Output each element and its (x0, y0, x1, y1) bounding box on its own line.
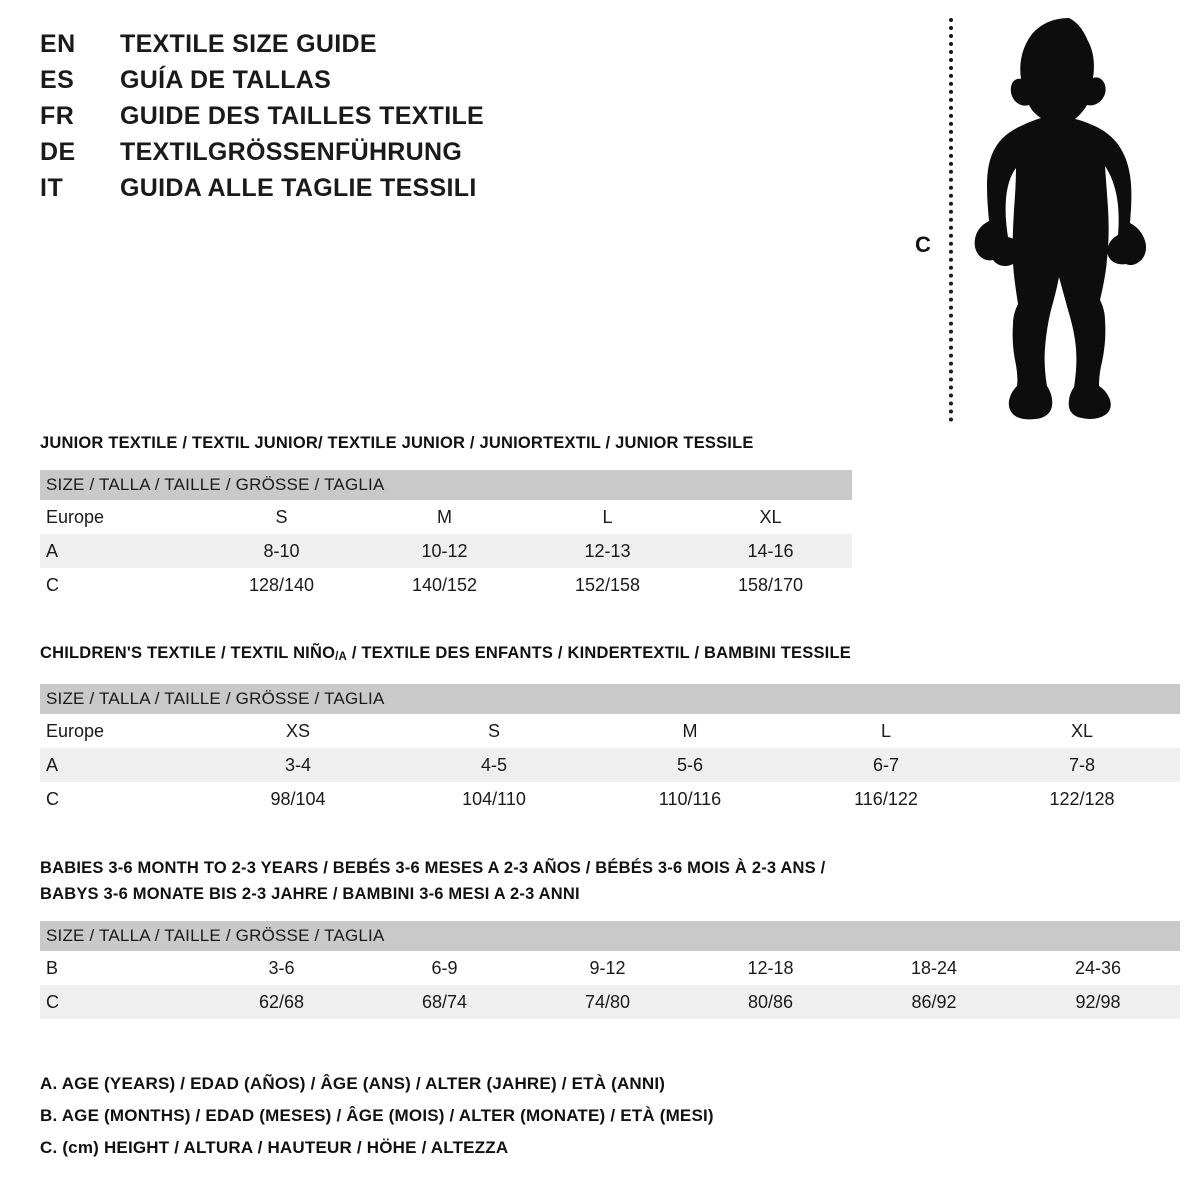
children-row-label-europe: Europe (46, 720, 105, 741)
table-row: B 3-6 6-9 9-12 12-18 18-24 24-36 (40, 951, 1180, 985)
section-heading-children-pre: CHILDREN'S TEXTILE / TEXTIL NIÑO (40, 644, 336, 662)
babies-c-col6: 92/98 (1075, 991, 1121, 1012)
language-row-fr: FR GUIDE DES TAILLES TEXTILE (40, 102, 640, 138)
children-europe-m: M (682, 720, 698, 741)
height-measurement-figure: C (905, 14, 1165, 424)
junior-a-xl: 14-16 (747, 540, 794, 561)
babies-b-col5: 18-24 (910, 957, 958, 978)
babies-row-label-c: C (46, 991, 59, 1012)
language-row-de: DE TEXTILGRÖSSENFÜHRUNG (40, 138, 640, 174)
language-title-it: GUIDA ALLE TAGLIE TESSILI (120, 174, 477, 202)
section-heading-babies-line1: BABIES 3-6 MONTH TO 2-3 YEARS / BEBÉS 3-… (40, 859, 826, 877)
table-row: C 62/68 68/74 74/80 80/86 86/92 92/98 (40, 985, 1181, 1019)
language-title-en: TEXTILE SIZE GUIDE (120, 30, 377, 58)
junior-c-l: 152/158 (574, 574, 641, 595)
babies-row-label-b: B (46, 957, 59, 978)
children-europe-l: L (880, 720, 891, 741)
junior-c-xl: 158/170 (737, 574, 804, 595)
junior-row-label-a: A (46, 540, 59, 561)
section-heading-children-post: / TEXTILE DES ENFANTS / KINDERTEXTIL / B… (347, 644, 851, 662)
babies-b-col4: 12-18 (747, 957, 794, 978)
children-table-band-row: SIZE / TALLA / TAILLE / GRÖSSE / TAGLIA (40, 684, 1181, 714)
junior-row-label-europe: Europe (46, 506, 105, 527)
junior-europe-m: M (437, 506, 452, 527)
section-heading-children: CHILDREN'S TEXTILE / TEXTIL NIÑO/A / TEX… (40, 640, 1180, 670)
section-junior-textile: JUNIOR TEXTILE / TEXTIL JUNIOR/ TEXTILE … (40, 430, 853, 602)
children-c-l: 116/122 (854, 788, 918, 809)
children-c-xs: 98/104 (270, 788, 326, 809)
babies-b-col2: 6-9 (431, 957, 458, 978)
table-row: Europe S M L XL (40, 500, 852, 534)
junior-europe-xl: XL (759, 506, 782, 527)
children-europe-xl: XL (1071, 720, 1094, 741)
table-row: C 98/104 104/110 110/116 116/122 122/128 (40, 782, 1180, 816)
babies-table-band-row: SIZE / TALLA / TAILLE / GRÖSSE / TAGLIA (40, 921, 1181, 951)
children-c-xl: 122/128 (1049, 788, 1115, 809)
language-row-en: EN TEXTILE SIZE GUIDE (40, 30, 640, 66)
table-row: Europe XS S M L XL (40, 714, 1180, 748)
junior-size-table: SIZE / TALLA / TAILLE / GRÖSSE / TAGLIA … (40, 470, 853, 602)
children-a-m: 5-6 (676, 754, 703, 775)
legend-line-a: A. AGE (YEARS) / EDAD (AÑOS) / ÂGE (ANS)… (40, 1074, 666, 1093)
babies-c-col2: 68/74 (421, 991, 468, 1012)
children-c-m: 110/116 (658, 788, 722, 809)
language-code-en: EN (40, 30, 76, 58)
junior-band-label: SIZE / TALLA / TAILLE / GRÖSSE / TAGLIA (46, 475, 385, 494)
measure-label-c: C (915, 232, 931, 257)
table-row: A 3-4 4-5 5-6 6-7 7-8 (40, 748, 1181, 782)
junior-a-l: 12-13 (584, 540, 631, 561)
section-heading-junior: JUNIOR TEXTILE / TEXTIL JUNIOR/ TEXTILE … (40, 434, 754, 452)
children-a-s: 4-5 (480, 754, 507, 775)
table-row: A 8-10 10-12 12-13 14-16 (40, 534, 853, 568)
language-code-it: IT (40, 174, 64, 202)
babies-c-col3: 74/80 (584, 991, 631, 1012)
babies-c-col4: 80/86 (747, 991, 794, 1012)
junior-table-band-row: SIZE / TALLA / TAILLE / GRÖSSE / TAGLIA (40, 470, 853, 500)
section-babies-textile: BABIES 3-6 MONTH TO 2-3 YEARS / BEBÉS 3-… (40, 855, 1181, 1019)
junior-a-s: 8-10 (263, 540, 300, 561)
junior-c-m: 140/152 (411, 574, 478, 595)
children-a-xl: 7-8 (1069, 754, 1096, 775)
legend-block: A. AGE (YEARS) / EDAD (AÑOS) / ÂGE (ANS)… (40, 1068, 714, 1164)
junior-europe-s: S (275, 506, 288, 527)
language-code-de: DE (40, 138, 76, 166)
language-row-it: IT GUIDA ALLE TAGLIE TESSILI (40, 174, 640, 210)
children-europe-xs: XS (285, 720, 310, 741)
children-a-l: 6-7 (872, 754, 899, 775)
babies-b-col1: 3-6 (268, 957, 295, 978)
language-row-es: ES GUÍA DE TALLAS (40, 66, 640, 102)
babies-c-col5: 86/92 (911, 991, 957, 1012)
children-c-s: 104/110 (462, 788, 526, 809)
language-title-es: GUÍA DE TALLAS (120, 66, 332, 94)
section-heading-children-sub: /A (335, 651, 348, 663)
section-heading-babies-line2: BABYS 3-6 MONATE BIS 2-3 JAHRE / BAMBINI… (40, 885, 580, 903)
babies-size-table: SIZE / TALLA / TAILLE / GRÖSSE / TAGLIA … (40, 921, 1181, 1019)
language-code-fr: FR (40, 102, 75, 130)
children-europe-s: S (487, 720, 500, 741)
junior-row-label-c: C (46, 574, 59, 595)
legend-line-b: B. AGE (MONTHS) / EDAD (MESES) / ÂGE (MO… (40, 1106, 714, 1125)
junior-c-s: 128/140 (248, 574, 315, 595)
babies-b-col6: 24-36 (1075, 957, 1122, 978)
babies-band-label: SIZE / TALLA / TAILLE / GRÖSSE / TAGLIA (46, 926, 385, 945)
language-title-block: EN TEXTILE SIZE GUIDE ES GUÍA DE TALLAS … (40, 30, 640, 210)
legend-line-c: C. (cm) HEIGHT / ALTURA / HAUTEUR / HÖHE… (40, 1138, 509, 1157)
children-row-label-c: C (46, 788, 59, 809)
babies-b-col3: 9-12 (589, 957, 626, 978)
junior-a-m: 10-12 (421, 540, 468, 561)
babies-c-col1: 62/68 (258, 991, 305, 1012)
children-size-table: SIZE / TALLA / TAILLE / GRÖSSE / TAGLIA … (40, 684, 1181, 816)
children-a-xs: 3-4 (284, 754, 311, 775)
children-row-label-a: A (46, 754, 59, 775)
junior-europe-l: L (602, 506, 613, 527)
child-silhouette-icon (974, 18, 1147, 420)
section-childrens-textile: CHILDREN'S TEXTILE / TEXTIL NIÑO/A / TEX… (40, 640, 1181, 816)
language-code-es: ES (40, 66, 75, 94)
table-row: C 128/140 140/152 152/158 158/170 (40, 568, 852, 602)
height-measure-dotted-line-icon (949, 18, 953, 422)
language-title-fr: GUIDE DES TAILLES TEXTILE (120, 102, 485, 130)
language-title-de: TEXTILGRÖSSENFÜHRUNG (120, 138, 463, 166)
children-band-label: SIZE / TALLA / TAILLE / GRÖSSE / TAGLIA (46, 689, 385, 708)
